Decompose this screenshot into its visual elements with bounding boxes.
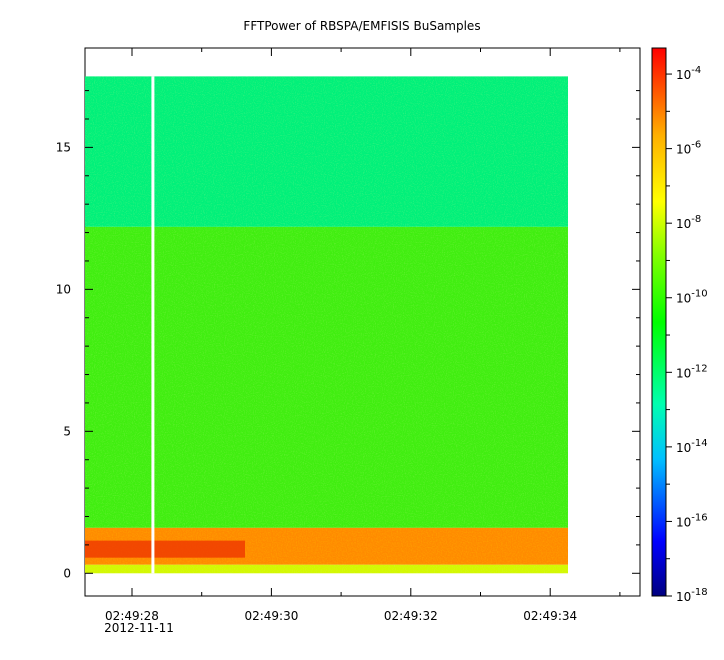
x-tick-label: 02:49:32: [384, 609, 438, 623]
spectrogram-bands: [85, 76, 568, 574]
x-tick-label: 02:49:28: [105, 609, 159, 623]
colorbar-tick-label: 10-8: [676, 214, 701, 231]
colorbar: [651, 47, 667, 597]
colorbar-tick-label: 10-14: [676, 438, 708, 455]
chart-title: FFTPower of RBSPA/EMFISIS BuSamples: [243, 19, 480, 33]
spectrogram-region-texture: [85, 226, 568, 528]
x-tick-label: 02:49:30: [244, 609, 298, 623]
x-axis: 02:49:28 02:49:30 02:49:32 02:49:34: [105, 48, 621, 623]
colorbar-tick-label: 10-4: [676, 65, 701, 82]
spectrogram-region-texture: [85, 76, 568, 227]
y-tick-label: 15: [56, 140, 71, 154]
x-date-label: 2012-11-11: [104, 621, 174, 635]
colorbar-tick-label: 10-6: [676, 140, 701, 157]
colorbar-tick-label: 10-12: [676, 363, 708, 380]
y-axis: 0 5 10 15: [56, 90, 640, 580]
y-tick-label: 5: [63, 424, 71, 438]
y-tick-label: 10: [56, 282, 71, 296]
spectrogram-region-texture: [85, 564, 568, 574]
x-tick-label: 02:49:34: [523, 609, 577, 623]
colorbar-tick-label: 10-16: [676, 512, 708, 529]
colorbar-tick-label: 10-18: [676, 587, 708, 604]
data-gap-line: [151, 76, 155, 574]
colorbar-tick-label: 10-10: [676, 289, 708, 306]
y-tick-label: 0: [63, 566, 71, 580]
colorbar-axis: 10-4 10-6 10-8 10-10 10-12 10-14 10-16 10-18: [666, 65, 708, 604]
spectrogram-core: [85, 540, 245, 558]
